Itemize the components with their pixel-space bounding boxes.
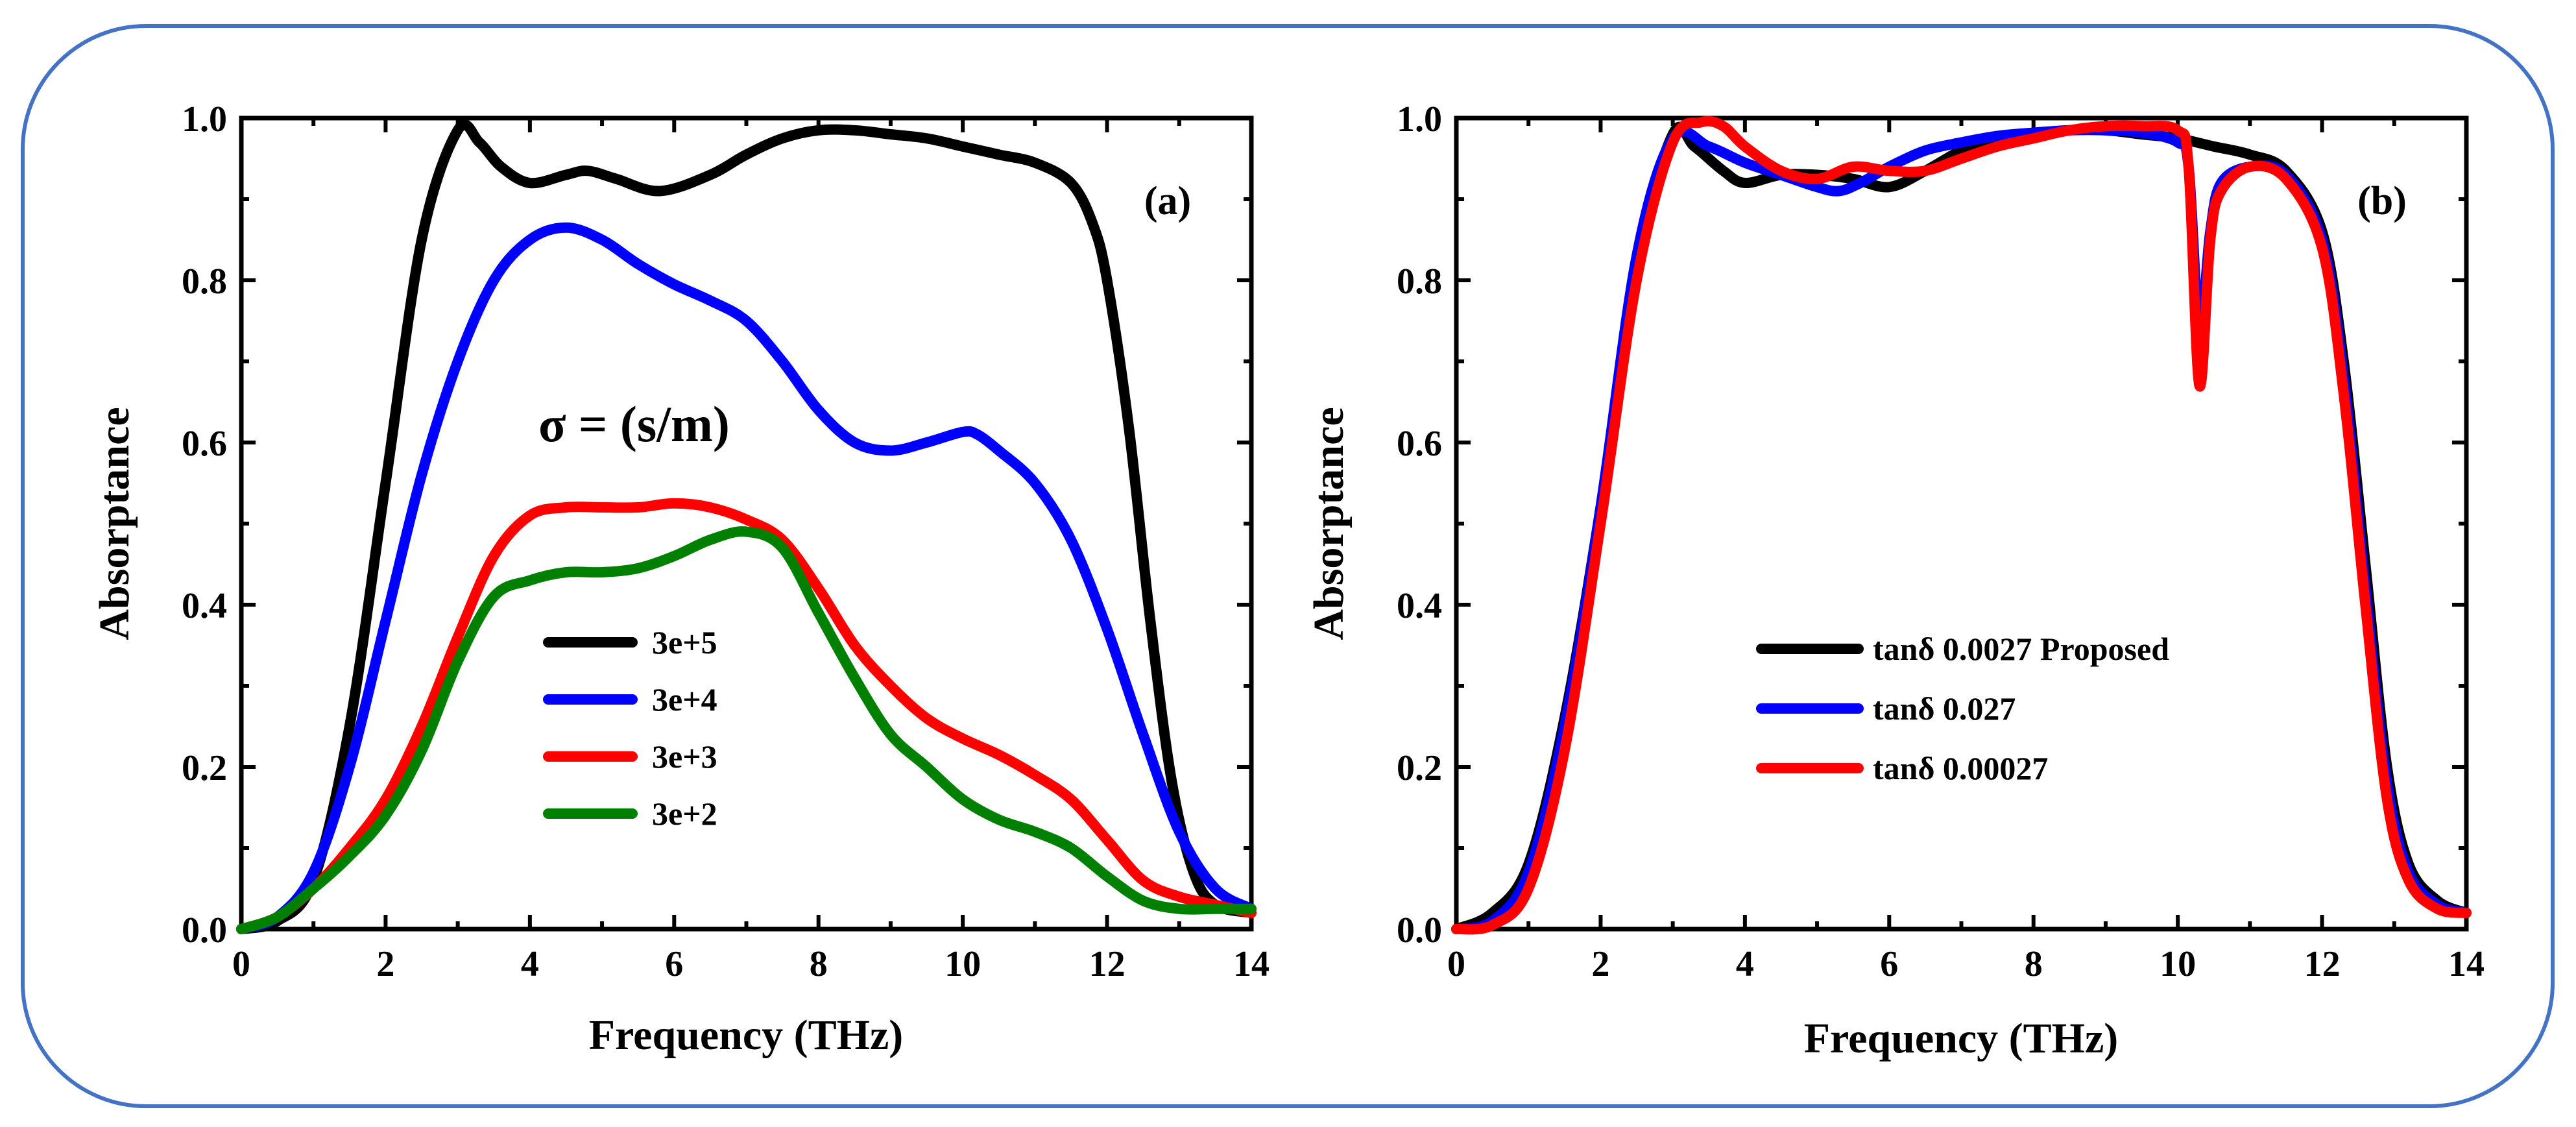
- y-tick-label: 0.4: [182, 586, 227, 626]
- x-tick-label: 10: [2160, 944, 2196, 984]
- y-tick-label: 0.6: [1397, 424, 1442, 464]
- series-line-3e+5: [236, 119, 1257, 934]
- legend-label: 3e+2: [652, 795, 717, 832]
- x-tick-label: 2: [376, 944, 394, 984]
- series-line-3e+4: [236, 222, 1257, 934]
- panel-a-ticks: [239, 116, 1253, 931]
- x-tick-label: 10: [945, 944, 981, 984]
- panel-b-label: (b): [2357, 179, 2407, 223]
- x-tick-label: 14: [1233, 944, 1270, 984]
- x-tick-label: 4: [1736, 944, 1754, 984]
- y-tick-label: 0.4: [1397, 586, 1442, 626]
- panel-b-legend: tanδ 0.0027 Proposed tanδ 0.027 tanδ 0.000…: [1756, 631, 2169, 786]
- series-line-3e+2: [236, 526, 1257, 934]
- y-tick-label: 0.2: [1397, 748, 1442, 788]
- x-tick-label: 0: [1447, 944, 1465, 984]
- x-tick-label: 8: [810, 944, 828, 984]
- x-tick-label: 8: [2025, 944, 2043, 984]
- series-line-3e+3: [236, 498, 1257, 934]
- y-tick-label: 0.0: [1397, 910, 1442, 951]
- x-tick-label: 2: [1591, 944, 1609, 984]
- panel-a-y-axis-title: Absorptance: [91, 407, 138, 640]
- y-tick-label: 0.6: [182, 424, 227, 464]
- legend-label: tanδ 0.027: [1873, 690, 2016, 727]
- series-line-tan-0.00027: [1451, 115, 2472, 935]
- y-tick-label: 0.2: [182, 748, 227, 788]
- legend-label: tanδ 0.00027: [1873, 750, 2048, 786]
- y-tick-label: 1.0: [1397, 99, 1442, 139]
- panel-b-tick-labels: 0 2 4 6 8 10 12 14 0.0 0.2 0.4 0.6 0.8 1.0: [1397, 99, 2485, 984]
- y-tick-label: 1.0: [182, 99, 227, 139]
- legend-label: 3e+4: [652, 681, 717, 718]
- panel-a-legend: 3e+5 3e+4 3e+3 3e+2: [543, 624, 717, 832]
- panel-b: 0 2 4 6 8 10 12 14 0.0 0.2 0.4 0.6 0.8 1.0 Frequency …: [1305, 99, 2485, 1062]
- panel-b-x-axis-title: Frequency (THz): [1804, 1015, 2119, 1062]
- y-tick-label: 0.8: [1397, 261, 1442, 302]
- y-tick-label: 0.0: [182, 910, 227, 951]
- panel-a-tick-labels: 0 2 4 6 8 10 12 14 0.0 0.2 0.4 0.6 0.8 1.0: [182, 99, 1270, 984]
- legend-label: 3e+3: [652, 738, 717, 775]
- x-tick-label: 4: [521, 944, 539, 984]
- legend-label: tanδ 0.0027 Proposed: [1873, 631, 2169, 667]
- panel-a-series: [236, 119, 1257, 934]
- panel-a-x-axis-title: Frequency (THz): [589, 1012, 904, 1059]
- sigma-annotation: σ = (s/m): [538, 396, 730, 452]
- legend-label: 3e+5: [652, 624, 717, 660]
- panel-b-ticks: [1454, 116, 2468, 931]
- panel-a: 0 2 4 6 8 10 12 14 0.0 0.2 0.4 0.6 0.8 1.0 Frequency …: [91, 99, 1270, 1059]
- y-tick-label: 0.8: [182, 261, 227, 302]
- x-tick-label: 6: [1880, 944, 1898, 984]
- x-tick-label: 14: [2448, 944, 2485, 984]
- x-tick-label: 12: [2304, 944, 2341, 984]
- panel-b-series: [1451, 115, 2472, 935]
- figure-frame: [21, 24, 2555, 1108]
- panel-a-label: (a): [1144, 179, 1191, 223]
- x-tick-label: 12: [1089, 944, 1125, 984]
- x-tick-label: 6: [665, 944, 683, 984]
- x-tick-label: 0: [232, 944, 250, 984]
- panel-b-y-axis-title: Absorptance: [1305, 407, 1353, 640]
